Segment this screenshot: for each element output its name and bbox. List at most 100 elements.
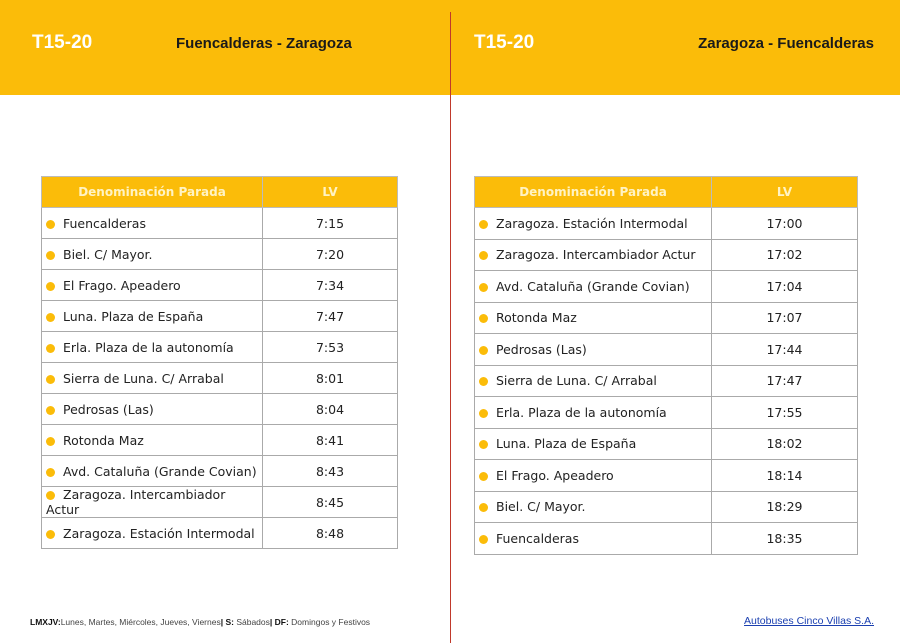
time-cell: 17:00 — [711, 207, 858, 240]
stop-name: Rotonda Maz — [63, 432, 144, 448]
left-line-code: T15-20 — [32, 32, 93, 53]
stop-name: Zaragoza. Intercambiador Actur — [46, 487, 226, 517]
table-row: Erla. Plaza de la autonomía 7:53 — [41, 331, 398, 363]
stop-name: El Frago. Apeadero — [63, 277, 181, 293]
stop-name: Zaragoza. Estación Intermodal — [496, 215, 688, 231]
stop-cell: Zaragoza. Intercambiador Actur — [41, 486, 263, 518]
stop-cell: Avd. Cataluña (Grande Covian) — [474, 270, 712, 303]
stop-cell: El Frago. Apeadero — [474, 459, 712, 492]
stop-cell: Zaragoza. Estación Intermodal — [474, 207, 712, 240]
time-cell: 17:07 — [711, 301, 858, 334]
time-cell: 8:01 — [262, 362, 398, 394]
stop-cell: Zaragoza. Intercambiador Actur — [474, 238, 712, 271]
bullet-icon — [479, 219, 488, 229]
legend-holidays: Domingos y Festivos — [291, 617, 371, 627]
table-row: Luna. Plaza de España 7:47 — [41, 300, 398, 332]
table-row: Zaragoza. Estación Intermodal 17:00 — [474, 207, 858, 240]
stop-cell: Biel. C/ Mayor. — [474, 490, 712, 523]
time-cell: 8:43 — [262, 455, 398, 487]
legend-saturday: Sábados — [236, 617, 270, 627]
table-row: Pedrosas (Las) 8:04 — [41, 393, 398, 425]
table-row: El Frago. Apeadero 18:14 — [474, 459, 858, 492]
stop-cell: Zaragoza. Estación Intermodal — [41, 517, 263, 549]
bullet-icon — [46, 405, 55, 415]
table-row: Zaragoza. Estación Intermodal 8:48 — [41, 517, 398, 549]
time-cell: 18:14 — [711, 459, 858, 492]
bullet-icon — [46, 467, 55, 477]
time-cell: 8:48 — [262, 517, 398, 549]
header-stop: Denominación Parada — [474, 176, 712, 208]
time-cell: 8:45 — [262, 486, 398, 518]
stop-cell: Rotonda Maz — [474, 301, 712, 334]
time-cell: 8:04 — [262, 393, 398, 425]
right-route-title: Zaragoza - Fuencalderas — [698, 35, 874, 52]
header-lv: LV — [711, 176, 858, 208]
bullet-icon — [479, 377, 488, 387]
stop-name: Zaragoza. Intercambiador Actur — [496, 247, 696, 263]
bullet-icon — [46, 436, 55, 446]
bullet-icon — [46, 312, 55, 322]
stop-cell: Fuencalderas — [41, 207, 263, 239]
bullet-icon — [46, 491, 55, 500]
time-cell: 7:47 — [262, 300, 398, 332]
table-row: Rotonda Maz 17:07 — [474, 301, 858, 334]
table-row: Avd. Cataluña (Grande Covian) 17:04 — [474, 270, 858, 303]
bullet-icon — [479, 314, 488, 324]
time-cell: 18:35 — [711, 522, 858, 555]
stop-cell: Erla. Plaza de la autonomía — [41, 331, 263, 363]
company-link[interactable]: Autobuses Cinco Villas S.A. — [744, 615, 874, 627]
table-row: Biel. C/ Mayor. 7:20 — [41, 238, 398, 270]
table-row: Biel. C/ Mayor. 18:29 — [474, 490, 858, 523]
stop-name: Rotonda Maz — [496, 310, 577, 326]
table-row: El Frago. Apeadero 7:34 — [41, 269, 398, 301]
table-row: Sierra de Luna. C/ Arrabal 8:01 — [41, 362, 398, 394]
table-row: Zaragoza. Intercambiador Actur 17:02 — [474, 238, 858, 271]
left-route-title: Fuencalderas - Zaragoza — [176, 35, 352, 52]
stop-name: Avd. Cataluña (Grande Covian) — [63, 463, 257, 479]
table-row: Sierra de Luna. C/ Arrabal 17:47 — [474, 364, 858, 397]
table-row: Luna. Plaza de España 18:02 — [474, 427, 858, 460]
stop-name: Zaragoza. Estación Intermodal — [63, 525, 255, 541]
stop-name: Biel. C/ Mayor. — [496, 499, 586, 515]
stop-name: Avd. Cataluña (Grande Covian) — [496, 278, 690, 294]
left-timetable: Denominación Parada LV Fuencalderas 7:15 Bi… — [41, 176, 398, 549]
legend-weekdays: Lunes, Martes, Miércoles, Jueves, Vierne… — [60, 617, 221, 627]
bullet-icon — [46, 529, 55, 539]
stop-cell: Pedrosas (Las) — [474, 333, 712, 366]
stop-cell: Sierra de Luna. C/ Arrabal — [41, 362, 263, 394]
legend-key-saturday: | S: — [220, 617, 234, 627]
bullet-icon — [46, 250, 55, 260]
legend-key-holidays: | DF: — [269, 617, 289, 627]
table-row: Erla. Plaza de la autonomía 17:55 — [474, 396, 858, 429]
legend-key-weekdays: LMXJV: — [30, 617, 61, 627]
stop-cell: Biel. C/ Mayor. — [41, 238, 263, 270]
right-timetable: Denominación Parada LV Zaragoza. Estación… — [474, 176, 858, 555]
stop-cell: Erla. Plaza de la autonomía — [474, 396, 712, 429]
stop-name: Pedrosas (Las) — [496, 341, 587, 357]
stop-cell: Pedrosas (Las) — [41, 393, 263, 425]
time-cell: 7:20 — [262, 238, 398, 270]
stop-name: Biel. C/ Mayor. — [63, 246, 153, 262]
table-row: Fuencalderas 7:15 — [41, 207, 398, 239]
stop-name: Sierra de Luna. C/ Arrabal — [496, 373, 657, 389]
stop-cell: Luna. Plaza de España — [41, 300, 263, 332]
bullet-icon — [479, 282, 488, 292]
table-row: Fuencalderas 18:35 — [474, 522, 858, 555]
stop-cell: Fuencalderas — [474, 522, 712, 555]
time-cell: 17:02 — [711, 238, 858, 271]
time-cell: 18:02 — [711, 427, 858, 460]
bullet-icon — [479, 251, 488, 261]
page-divider — [450, 12, 451, 643]
bullet-icon — [479, 440, 488, 450]
right-line-code: T15-20 — [474, 32, 535, 53]
bullet-icon — [479, 471, 488, 481]
stop-cell: Luna. Plaza de España — [474, 427, 712, 460]
header-stop: Denominación Parada — [41, 176, 263, 208]
time-cell: 7:34 — [262, 269, 398, 301]
stop-name: El Frago. Apeadero — [496, 467, 614, 483]
table-row: Zaragoza. Intercambiador Actur 8:45 — [41, 486, 398, 518]
stop-cell: Sierra de Luna. C/ Arrabal — [474, 364, 712, 397]
bullet-icon — [479, 534, 488, 544]
time-cell: 17:44 — [711, 333, 858, 366]
stop-cell: El Frago. Apeadero — [41, 269, 263, 301]
